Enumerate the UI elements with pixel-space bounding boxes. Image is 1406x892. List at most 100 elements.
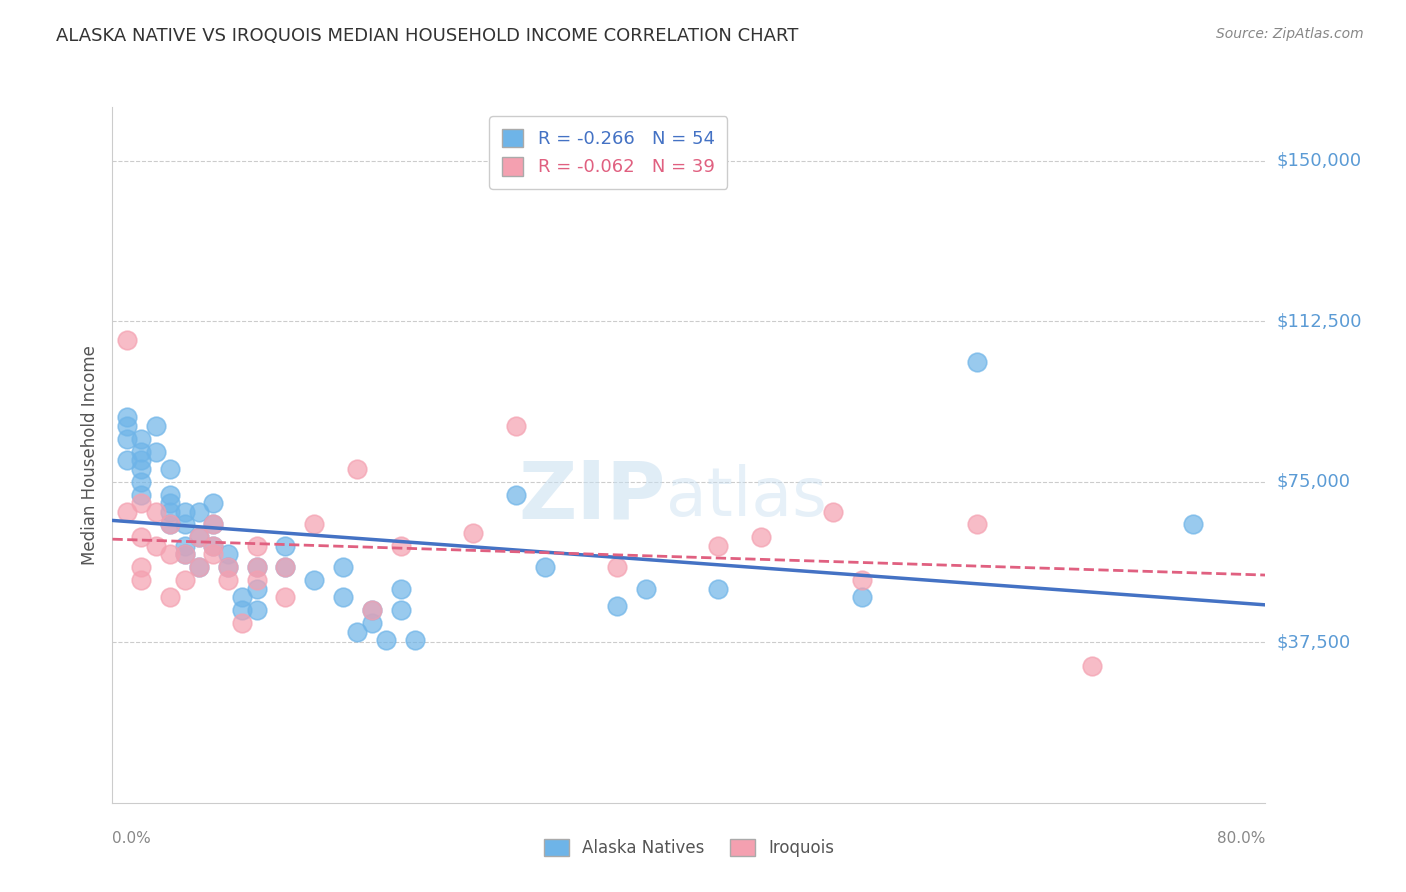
Point — [245, 603, 267, 617]
Point — [202, 539, 225, 553]
Point — [505, 419, 527, 434]
Point — [159, 517, 181, 532]
Point — [966, 517, 988, 532]
Point — [1182, 517, 1205, 532]
Point — [389, 582, 412, 596]
Point — [245, 560, 267, 574]
Point — [173, 517, 195, 532]
Point — [129, 487, 153, 501]
Point — [202, 517, 225, 532]
Point — [202, 517, 225, 532]
Point — [173, 505, 195, 519]
Point — [188, 530, 211, 544]
Point — [159, 517, 181, 532]
Point — [851, 591, 873, 605]
Point — [389, 603, 412, 617]
Legend: Alaska Natives, Iroquois: Alaska Natives, Iroquois — [537, 832, 841, 864]
Point — [360, 615, 382, 630]
Point — [274, 539, 297, 553]
Point — [202, 496, 225, 510]
Point — [231, 615, 253, 630]
Point — [360, 603, 382, 617]
Point — [115, 410, 138, 425]
Text: $150,000: $150,000 — [1277, 152, 1361, 169]
Point — [145, 419, 167, 434]
Point — [245, 539, 267, 553]
Point — [217, 560, 239, 574]
Point — [821, 505, 844, 519]
Text: ZIP: ZIP — [519, 458, 666, 536]
Point — [129, 496, 153, 510]
Point — [505, 487, 527, 501]
Point — [332, 591, 354, 605]
Point — [129, 573, 153, 587]
Point — [245, 560, 267, 574]
Point — [159, 496, 181, 510]
Y-axis label: Median Household Income: Median Household Income — [80, 345, 98, 565]
Point — [274, 560, 297, 574]
Point — [115, 453, 138, 467]
Point — [145, 444, 167, 458]
Text: atlas: atlas — [666, 464, 827, 530]
Point — [634, 582, 657, 596]
Point — [346, 462, 368, 476]
Text: 0.0%: 0.0% — [112, 830, 152, 846]
Point — [606, 560, 628, 574]
Point — [129, 462, 153, 476]
Point — [749, 530, 772, 544]
Point — [389, 539, 412, 553]
Point — [145, 505, 167, 519]
Point — [274, 591, 297, 605]
Point — [360, 603, 382, 617]
Point — [129, 453, 153, 467]
Point — [188, 530, 211, 544]
Point — [173, 548, 195, 562]
Point — [231, 603, 253, 617]
Point — [533, 560, 555, 574]
Point — [304, 573, 326, 587]
Point — [173, 539, 195, 553]
Point — [173, 573, 195, 587]
Point — [202, 539, 225, 553]
Point — [851, 573, 873, 587]
Point — [159, 505, 181, 519]
Point — [159, 487, 181, 501]
Text: $75,000: $75,000 — [1277, 473, 1351, 491]
Point — [188, 505, 211, 519]
Point — [375, 633, 398, 648]
Point — [159, 462, 181, 476]
Point — [129, 530, 153, 544]
Point — [217, 560, 239, 574]
Point — [245, 573, 267, 587]
Point — [706, 539, 728, 553]
Point — [145, 539, 167, 553]
Point — [188, 560, 211, 574]
Point — [115, 334, 138, 348]
Point — [159, 548, 181, 562]
Point — [606, 599, 628, 613]
Point — [217, 548, 239, 562]
Point — [706, 582, 728, 596]
Point — [115, 432, 138, 446]
Point — [129, 444, 153, 458]
Text: $37,500: $37,500 — [1277, 633, 1351, 651]
Point — [115, 419, 138, 434]
Point — [129, 560, 153, 574]
Text: 80.0%: 80.0% — [1218, 830, 1265, 846]
Text: Source: ZipAtlas.com: Source: ZipAtlas.com — [1216, 27, 1364, 41]
Point — [245, 582, 267, 596]
Point — [217, 573, 239, 587]
Text: $112,500: $112,500 — [1277, 312, 1362, 330]
Point — [173, 548, 195, 562]
Point — [404, 633, 426, 648]
Point — [304, 517, 326, 532]
Point — [129, 475, 153, 489]
Point — [1081, 658, 1104, 673]
Point — [966, 355, 988, 369]
Point — [461, 526, 484, 541]
Point — [231, 591, 253, 605]
Point — [332, 560, 354, 574]
Point — [346, 624, 368, 639]
Point — [129, 432, 153, 446]
Point — [188, 560, 211, 574]
